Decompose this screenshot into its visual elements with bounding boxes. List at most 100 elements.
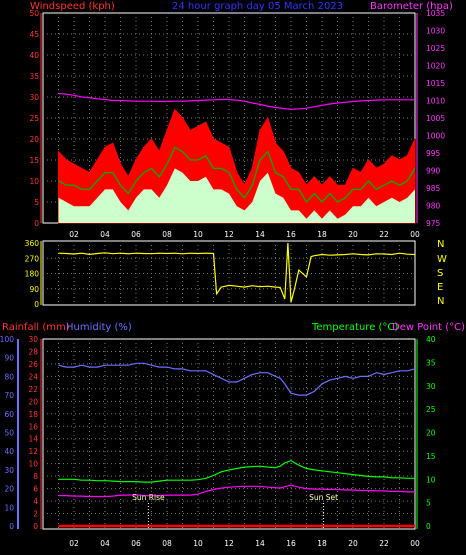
humidity-tick-label: 70 [4, 391, 14, 400]
windspeed-tick-label: 40 [29, 51, 39, 60]
x-tick-label: 22 [379, 230, 389, 239]
temperature-series [58, 459, 415, 483]
barometer-tick-label: 990 [426, 167, 441, 176]
windspeed-tick-label: 20 [29, 135, 39, 144]
humidity-tick-label: 20 [4, 485, 14, 494]
temperature-tick-label: 10 [426, 475, 436, 484]
x-tick-label: 08 [162, 230, 172, 239]
compass-label: N [437, 239, 444, 250]
x-tick-label: 12 [224, 539, 234, 548]
x-tick-label: 20 [348, 230, 358, 239]
temperature-tick-label: 0 [426, 522, 431, 531]
barometer-tick-label: 1020 [426, 62, 445, 71]
dewpoint-series [58, 484, 415, 498]
windspeed-tick-label: 35 [29, 72, 39, 81]
x-tick-label: 22 [379, 539, 389, 548]
barometer-tick-label: 1000 [426, 132, 445, 141]
humidity-tick-label: 0 [9, 522, 14, 531]
rainfall-tick-label: 0 [33, 522, 38, 531]
x-tick-label: 02 [69, 539, 79, 548]
windspeed-tick-label: 5 [34, 198, 39, 207]
direction-tick-label: 180 [25, 270, 40, 279]
direction-tick-label: 360 [25, 239, 40, 248]
x-tick-label: 10 [193, 539, 203, 548]
rainfall-tick-label: 28 [28, 347, 38, 356]
barometer-tick-label: 1035 [426, 9, 445, 18]
windspeed-tick-label: 45 [29, 30, 39, 39]
rainfall-tick-label: 4 [33, 497, 38, 506]
dewpoint-label: Dew Point (°C) [392, 322, 465, 333]
humidity-tick-label: 40 [4, 447, 14, 456]
barometer-tick-label: 985 [426, 184, 441, 193]
barometer-tick-label: 1010 [426, 97, 445, 106]
barometer-label: Barometer (hpa) [370, 1, 453, 12]
barometer-tick-label: 995 [426, 149, 441, 158]
x-tick-label: 12 [224, 230, 234, 239]
direction-tick-label: 270 [25, 254, 40, 263]
rainfall-tick-label: 26 [28, 360, 38, 369]
barometer-tick-label: 1030 [426, 27, 445, 36]
barometer-series [58, 92, 415, 110]
humidity-tick-label: 10 [4, 503, 14, 512]
x-tick-label: 02 [69, 230, 79, 239]
x-tick-label: 18 [317, 539, 327, 548]
humidity-tick-label: 80 [4, 372, 14, 381]
windspeed-tick-label: 50 [29, 9, 39, 18]
compass-label: W [437, 254, 447, 265]
temperature-tick-label: 20 [426, 429, 436, 438]
rainfall-tick-label: 14 [28, 435, 38, 444]
temperature-tick-label: 25 [426, 405, 436, 414]
humidity-tick-label: 60 [4, 410, 14, 419]
x-tick-label: 18 [317, 230, 327, 239]
rainfall-tick-label: 22 [28, 385, 38, 394]
wind-min-series [58, 168, 415, 223]
humidity-label: Humidity (%) [66, 322, 132, 333]
x-tick-label: 06 [131, 230, 141, 239]
x-tick-label: 04 [100, 539, 110, 548]
rainfall-tick-label: 8 [33, 472, 38, 481]
direction-tick-label: 0 [34, 300, 39, 309]
compass-label: S [437, 268, 443, 279]
rainfall-tick-label: 18 [28, 410, 38, 419]
x-tick-label: 14 [255, 539, 265, 548]
compass-label: N [437, 296, 444, 307]
humidity-series [58, 362, 416, 396]
temperature-tick-label: 35 [426, 358, 436, 367]
temperature-tick-label: 5 [426, 499, 431, 508]
direction-tick-label: 90 [29, 285, 39, 294]
x-tick-label: 04 [100, 230, 110, 239]
rainfall-tick-label: 30 [28, 335, 38, 344]
temperature-tick-label: 15 [426, 452, 436, 461]
rainfall-tick-label: 10 [28, 460, 38, 469]
barometer-tick-label: 975 [426, 219, 441, 228]
rainfall-label: Rainfall (mm) [2, 322, 70, 333]
x-tick-label: 16 [286, 539, 296, 548]
barometer-tick-label: 1005 [426, 114, 445, 123]
humidity-tick-label: 100 [0, 335, 14, 344]
windspeed-tick-label: 15 [29, 156, 39, 165]
x-tick-label: 16 [286, 230, 296, 239]
x-tick-label: 20 [348, 539, 358, 548]
x-tick-label: 08 [162, 539, 172, 548]
windspeed-tick-label: 25 [29, 114, 39, 123]
rainfall-tick-label: 16 [28, 422, 38, 431]
temperature-tick-label: 40 [426, 335, 436, 344]
sun-event-label: Sun Set [309, 493, 338, 502]
humidity-tick-label: 30 [4, 466, 14, 475]
windspeed-tick-label: 30 [29, 93, 39, 102]
humidity-tick-label: 50 [4, 429, 14, 438]
temperature-tick-label: 30 [426, 382, 436, 391]
wind-average-series [58, 146, 416, 204]
humidity-tick-label: 90 [4, 354, 14, 363]
x-tick-label: 00 [410, 230, 420, 239]
windspeed-tick-label: 0 [34, 219, 39, 228]
rainfall-tick-label: 6 [33, 485, 38, 494]
x-tick-label: 10 [193, 230, 203, 239]
rainfall-tick-label: 24 [28, 372, 38, 381]
x-tick-label: 14 [255, 230, 265, 239]
wind-direction-series [58, 242, 416, 303]
rainfall-tick-label: 20 [28, 397, 38, 406]
rainfall-tick-label: 12 [28, 447, 38, 456]
windspeed-tick-label: 10 [29, 177, 39, 186]
